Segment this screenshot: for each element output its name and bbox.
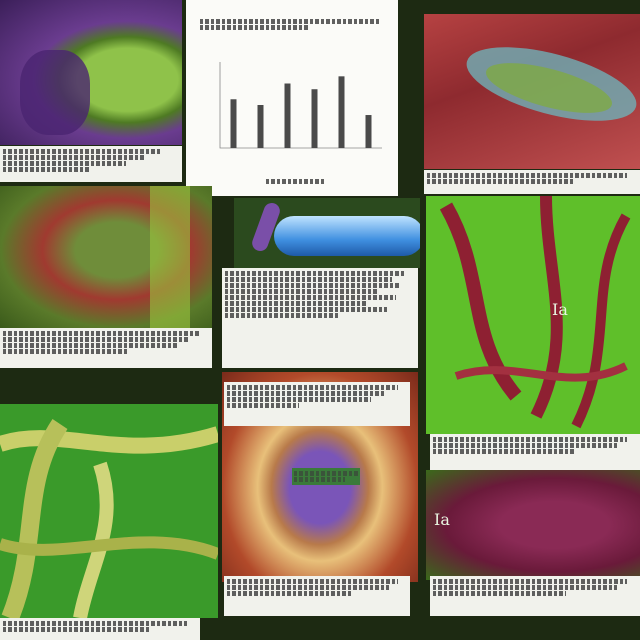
image-panel-green-stems	[0, 404, 218, 618]
chart-bar	[230, 99, 237, 148]
bar-chart	[219, 62, 382, 149]
caption-block	[0, 618, 200, 640]
caption-block	[0, 146, 182, 182]
chart-bar	[338, 76, 345, 148]
image-panel-red-tissue	[424, 14, 640, 169]
chart-bar	[257, 105, 264, 148]
image-panel-cell	[222, 372, 418, 582]
image-panel-maroon-tissue: Ia	[426, 470, 640, 580]
chart-title-scribble	[200, 18, 380, 31]
overlay-label: Ia	[552, 300, 568, 319]
caption-block	[224, 576, 410, 616]
cell-label-scribble	[292, 468, 360, 485]
bar-chart-panel	[186, 0, 398, 196]
caption-block	[0, 328, 212, 368]
chart-footer-scribble	[266, 178, 326, 185]
caption-block	[430, 434, 640, 470]
caption-block	[224, 382, 410, 426]
caption-block	[222, 268, 418, 368]
caption-block	[424, 170, 640, 194]
chart-bar	[311, 89, 318, 148]
image-panel-purple-tissue	[0, 0, 182, 145]
caption-block	[430, 576, 640, 616]
chart-bar	[284, 83, 291, 148]
chart-axis	[219, 62, 382, 149]
image-panel-blue-tube	[234, 198, 420, 268]
image-panel-vessel-network: Ia	[426, 196, 640, 434]
chart-bar	[365, 115, 372, 148]
image-panel-fibrous-tissue	[0, 186, 212, 328]
overlay-label: Ia	[434, 510, 450, 529]
